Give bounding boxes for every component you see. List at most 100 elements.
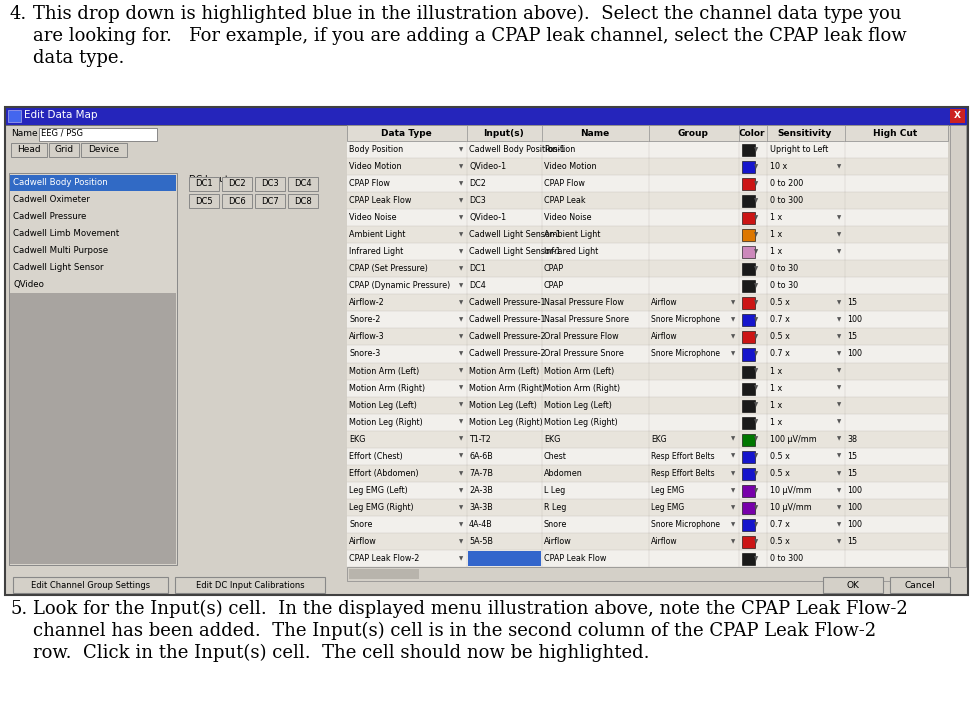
Text: 0.5 x: 0.5 x (770, 452, 790, 461)
Text: 100: 100 (847, 349, 862, 359)
Text: Grid: Grid (55, 145, 73, 155)
Text: Snore Microphone: Snore Microphone (651, 349, 720, 359)
Text: channel has been added.  The Input(s) cell is in the second column of the CPAP L: channel has been added. The Input(s) cel… (33, 622, 877, 640)
Text: Cadwell Body Position: Cadwell Body Position (13, 178, 108, 187)
Text: DC4: DC4 (294, 180, 312, 188)
Text: ▼: ▼ (459, 334, 463, 339)
Bar (742, 195, 755, 207)
Text: 5.: 5. (10, 600, 27, 618)
Text: Infrared Light: Infrared Light (349, 247, 404, 256)
Text: ▼: ▼ (754, 266, 759, 272)
Text: Cancel: Cancel (905, 580, 935, 590)
Text: Cadwell Light Sensor: Cadwell Light Sensor (13, 263, 103, 272)
Text: are looking for.   For example, if you are adding a CPAP leak channel, select th: are looking for. For example, if you are… (33, 27, 907, 45)
Text: Leg EMG: Leg EMG (651, 503, 684, 512)
Text: ▼: ▼ (837, 436, 841, 441)
Bar (347, 396, 948, 414)
Bar (347, 312, 948, 329)
Text: CPAP (Dynamic Pressure): CPAP (Dynamic Pressure) (349, 282, 450, 290)
Bar (742, 314, 755, 327)
Text: ▼: ▼ (459, 215, 463, 220)
Text: Snore Microphone: Snore Microphone (651, 520, 720, 529)
Text: ▼: ▼ (459, 317, 463, 322)
Text: DC Inputs: DC Inputs (189, 175, 233, 184)
Text: ▼: ▼ (459, 505, 463, 510)
Text: ▼: ▼ (754, 556, 759, 561)
Text: Video Noise: Video Noise (544, 213, 592, 222)
Text: ▼: ▼ (459, 250, 463, 255)
Text: 15: 15 (847, 332, 857, 342)
Text: DC3: DC3 (261, 180, 279, 188)
Text: Airflow: Airflow (349, 537, 376, 546)
Text: ▼: ▼ (754, 522, 759, 527)
Text: ▼: ▼ (459, 181, 463, 186)
Text: Cadwell Pressure-1: Cadwell Pressure-1 (469, 298, 545, 307)
Text: ▼: ▼ (459, 283, 463, 288)
Text: Effort (Chest): Effort (Chest) (349, 452, 403, 461)
Bar (742, 502, 755, 514)
Bar (255, 194, 285, 208)
Text: DC1: DC1 (195, 180, 213, 188)
Bar (347, 260, 948, 277)
Text: ▼: ▼ (837, 522, 841, 527)
Text: Ambient Light: Ambient Light (349, 230, 406, 240)
Text: 6A-6B: 6A-6B (469, 452, 492, 461)
Bar (742, 280, 755, 292)
Text: 2A-3B: 2A-3B (469, 486, 493, 495)
Text: 15: 15 (847, 298, 857, 307)
Text: ▼: ▼ (754, 453, 759, 458)
Bar (347, 226, 948, 243)
Text: 1 x: 1 x (770, 213, 782, 222)
Text: ▼: ▼ (754, 352, 759, 356)
Bar (9, 173, 177, 565)
Text: ▼: ▼ (754, 334, 759, 339)
Bar (347, 329, 948, 346)
Bar (468, 551, 541, 566)
Text: ▼: ▼ (837, 453, 841, 458)
Text: Color: Color (739, 128, 765, 138)
Text: Airflow-2: Airflow-2 (349, 298, 385, 307)
Text: This drop down is highlighted blue in the illustration above).  Select the chann: This drop down is highlighted blue in th… (33, 5, 902, 24)
Bar (347, 379, 948, 396)
Bar (189, 177, 219, 191)
Text: ▼: ▼ (459, 522, 463, 527)
Text: X: X (954, 111, 960, 120)
Text: ▼: ▼ (754, 232, 759, 237)
Text: 100: 100 (847, 503, 862, 512)
Bar (49, 143, 79, 157)
Bar (347, 448, 948, 465)
Bar (347, 209, 948, 226)
Text: Motion Leg (Left): Motion Leg (Left) (544, 401, 612, 410)
Bar (349, 569, 419, 579)
Text: Cadwell Light Sensor-1: Cadwell Light Sensor-1 (469, 247, 561, 256)
Text: ▼: ▼ (459, 403, 463, 408)
Text: 100: 100 (847, 520, 862, 529)
Text: Snore: Snore (349, 520, 372, 529)
Text: 7A-7B: 7A-7B (469, 468, 493, 478)
Bar (288, 177, 318, 191)
Text: DC6: DC6 (228, 197, 246, 205)
Text: Airflow: Airflow (544, 537, 571, 546)
Text: Cadwell Oximeter: Cadwell Oximeter (13, 195, 90, 204)
Text: Oral Pressure Flow: Oral Pressure Flow (544, 332, 618, 342)
Text: Data Type: Data Type (380, 128, 431, 138)
Text: Leg EMG (Left): Leg EMG (Left) (349, 486, 408, 495)
Text: Snore Microphone: Snore Microphone (651, 315, 720, 324)
Text: CPAP Leak Flow: CPAP Leak Flow (544, 554, 606, 563)
Text: ▼: ▼ (837, 164, 841, 169)
Text: ▼: ▼ (459, 453, 463, 458)
Text: ▼: ▼ (459, 556, 463, 561)
Text: QVideo: QVideo (13, 280, 44, 289)
Text: ▼: ▼ (754, 147, 759, 152)
Bar (10, 277, 176, 293)
Text: ▼: ▼ (459, 386, 463, 391)
Bar (742, 178, 755, 190)
Text: Cadwell Pressure: Cadwell Pressure (13, 212, 87, 221)
Text: ▼: ▼ (837, 300, 841, 305)
Text: ▼: ▼ (754, 317, 759, 322)
Text: ▼: ▼ (837, 420, 841, 425)
Bar (347, 465, 948, 482)
Text: Airflow: Airflow (651, 332, 678, 342)
Text: ▼: ▼ (837, 334, 841, 339)
Text: CPAP Flow: CPAP Flow (544, 179, 585, 188)
